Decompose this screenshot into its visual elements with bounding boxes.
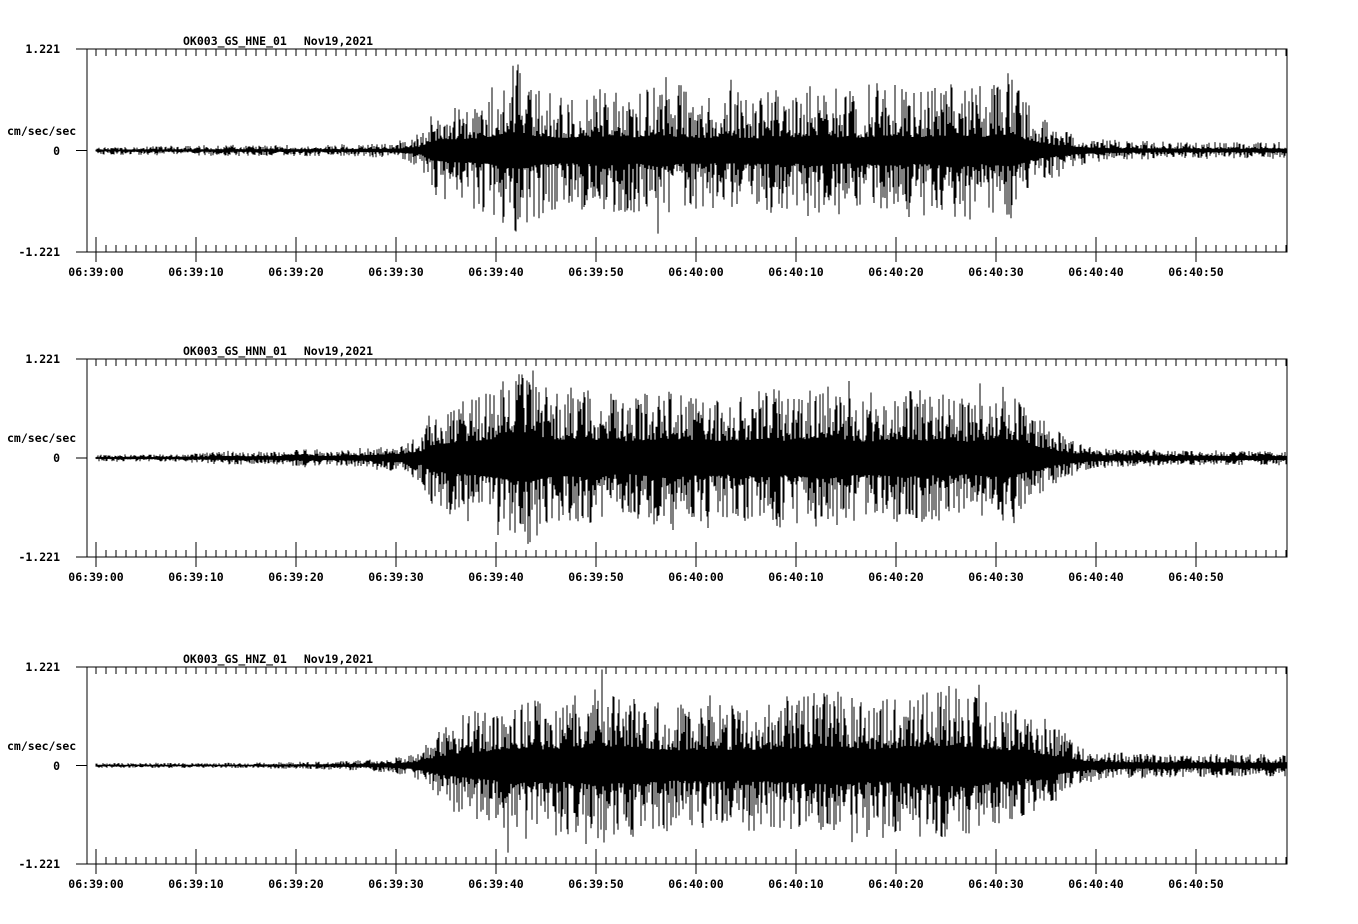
waveform-trace-hne xyxy=(95,64,1287,234)
time-tick-label: 06:39:40 xyxy=(468,265,524,279)
waveform-trace-hnn xyxy=(95,370,1287,544)
time-tick-label: 06:39:10 xyxy=(168,570,224,584)
station-channel-label: OK003_GS_HNN_01 xyxy=(183,344,287,358)
y-axis-zero-label: 0 xyxy=(53,144,60,158)
time-tick-label: 06:40:50 xyxy=(1168,877,1224,891)
time-tick-label: 06:39:20 xyxy=(268,265,324,279)
time-tick-label: 06:39:00 xyxy=(68,265,124,279)
y-axis-min-label: -1.221 xyxy=(18,245,60,259)
y-axis-min-label: -1.221 xyxy=(18,857,60,871)
time-tick-label: 06:39:30 xyxy=(368,877,424,891)
time-tick-label: 06:39:00 xyxy=(68,877,124,891)
panel-title-hnn: OK003_GS_HNN_01 Nov19,2021 xyxy=(183,344,373,358)
time-tick-label: 06:39:10 xyxy=(168,877,224,891)
time-tick-label: 06:40:50 xyxy=(1168,570,1224,584)
axis-ticks-hne xyxy=(76,48,1287,262)
time-tick-label: 06:39:20 xyxy=(268,877,324,891)
date-label: Nov19,2021 xyxy=(303,34,374,48)
y-axis-zero-label: 0 xyxy=(53,759,60,773)
axis-ticks-hnz xyxy=(76,666,1287,874)
waveform-trace-hnz xyxy=(95,669,1287,853)
panel-title-hnz: OK003_GS_HNZ_01 Nov19,2021 xyxy=(183,652,373,666)
date-label: Nov19,2021 xyxy=(303,652,374,666)
time-tick-label: 06:39:50 xyxy=(568,265,624,279)
time-tick-label: 06:40:20 xyxy=(868,570,924,584)
time-tick-label: 06:40:20 xyxy=(868,265,924,279)
date-label: Nov19,2021 xyxy=(303,344,374,358)
y-axis-zero-label: 0 xyxy=(53,451,60,465)
time-tick-label: 06:40:10 xyxy=(768,570,824,584)
time-tick-label: 06:39:50 xyxy=(568,570,624,584)
time-tick-label: 06:40:10 xyxy=(768,877,824,891)
y-axis-unit-label: cm/sec/sec xyxy=(7,431,77,445)
time-tick-label: 06:40:30 xyxy=(968,877,1024,891)
time-tick-label: 06:40:00 xyxy=(668,570,724,584)
time-tick-label: 06:39:40 xyxy=(468,570,524,584)
y-axis-max-label: 1.221 xyxy=(25,42,60,56)
time-tick-label: 06:40:30 xyxy=(968,570,1024,584)
time-tick-label: 06:39:10 xyxy=(168,265,224,279)
y-axis-max-label: 1.221 xyxy=(25,352,60,366)
time-tick-label: 06:40:40 xyxy=(1068,570,1124,584)
panel-title-hne: OK003_GS_HNE_01 Nov19,2021 xyxy=(183,34,373,48)
time-tick-label: 06:40:00 xyxy=(668,265,724,279)
time-tick-label: 06:39:40 xyxy=(468,877,524,891)
time-tick-label: 06:39:00 xyxy=(68,570,124,584)
axis-ticks-hnn xyxy=(76,358,1287,567)
time-tick-label: 06:39:50 xyxy=(568,877,624,891)
time-tick-label: 06:39:30 xyxy=(368,570,424,584)
station-channel-label: OK003_GS_HNZ_01 xyxy=(183,652,287,666)
time-tick-label: 06:39:30 xyxy=(368,265,424,279)
time-tick-label: 06:40:30 xyxy=(968,265,1024,279)
station-channel-label: OK003_GS_HNE_01 xyxy=(183,34,287,48)
y-axis-min-label: -1.221 xyxy=(18,550,60,564)
time-tick-label: 06:40:00 xyxy=(668,877,724,891)
time-tick-label: 06:40:50 xyxy=(1168,265,1224,279)
y-axis-unit-label: cm/sec/sec xyxy=(7,124,77,138)
time-tick-label: 06:40:40 xyxy=(1068,877,1124,891)
time-tick-label: 06:39:20 xyxy=(268,570,324,584)
time-tick-label: 06:40:10 xyxy=(768,265,824,279)
time-tick-label: 06:40:20 xyxy=(868,877,924,891)
time-tick-label: 06:40:40 xyxy=(1068,265,1124,279)
y-axis-max-label: 1.221 xyxy=(25,660,60,674)
y-axis-unit-label: cm/sec/sec xyxy=(7,739,77,753)
